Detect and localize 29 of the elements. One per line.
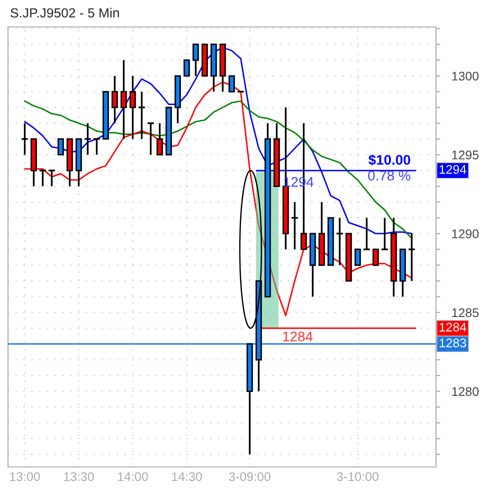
candlestick — [58, 138, 64, 156]
candlestick — [372, 248, 379, 266]
y-tick-label: 1290 — [452, 229, 479, 238]
annotation: 1284 — [283, 332, 313, 342]
x-tick-label: 14:00 — [118, 472, 148, 482]
candlestick — [192, 44, 199, 77]
line-series — [24, 46, 412, 234]
y-tick-label: 1300 — [452, 72, 479, 81]
candlestick — [354, 248, 361, 266]
annotation: $10.00 — [368, 154, 410, 166]
x-tick-label: 3-09:00 — [229, 472, 270, 482]
line-series — [24, 82, 412, 316]
line-series — [24, 100, 412, 240]
candlestick — [184, 59, 190, 77]
candlestick — [156, 122, 163, 156]
candlestick — [112, 75, 118, 124]
x-tick-label: 13:30 — [64, 472, 94, 482]
x-tick-label: 3-10:00 — [336, 472, 378, 482]
ref-line-label: 1284 — [440, 322, 466, 332]
y-tick-label: 1295 — [452, 150, 479, 160]
y-tick-label: 1285 — [452, 308, 479, 318]
candlestick — [228, 75, 235, 92]
ref-line-label: 1283 — [440, 338, 466, 348]
x-tick-label: 13:00 — [10, 472, 40, 482]
annotation: 0.78 % — [368, 170, 410, 181]
ref-line-label: 1294 — [440, 165, 466, 174]
x-tick-label: 14:30 — [172, 472, 202, 482]
y-tick-label: 1280 — [452, 387, 479, 396]
chart-title: S.JP.J9502 - 5 Min — [10, 8, 119, 18]
